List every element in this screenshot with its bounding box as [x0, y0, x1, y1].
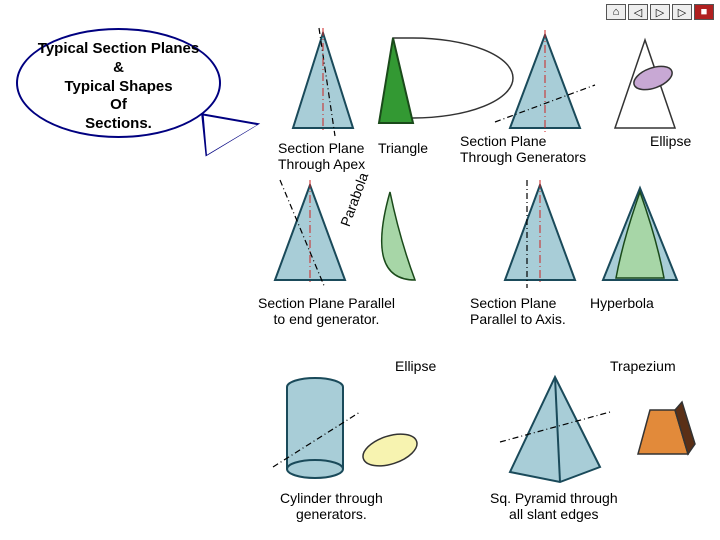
next-icon[interactable]: ▷ — [672, 4, 692, 20]
nav-bar: ⌂ ◁ ▷ ▷ ■ — [606, 4, 714, 20]
text: to end generator. — [274, 311, 380, 327]
label-parabola-main: Section Plane Parallel to end generator. — [258, 295, 395, 327]
label-apex-result: Triangle — [378, 140, 428, 156]
callout-line: Typical Section Planes — [18, 40, 219, 59]
callout-line: Of — [18, 96, 219, 115]
label-cylinder-main: Cylinder through generators. — [280, 490, 383, 522]
label-ellipse-result: Ellipse — [650, 133, 691, 149]
label-pyramid-main: Sq. Pyramid through all slant edges — [490, 490, 618, 522]
home-icon[interactable]: ⌂ — [606, 4, 626, 20]
label-cylinder-result: Ellipse — [395, 358, 436, 374]
label-pyramid-result: Trapezium — [610, 358, 676, 374]
diagram-pyramid — [500, 372, 700, 497]
diagram-cylinder — [270, 372, 450, 497]
text: Through Apex — [278, 156, 365, 172]
label-ellipse-main: Section Plane Through Generators — [460, 133, 586, 165]
close-icon[interactable]: ■ — [694, 4, 714, 20]
diagram-cone-hyperbola — [495, 180, 695, 295]
text: Section Plane Parallel — [258, 295, 395, 311]
text: Section Plane — [460, 133, 546, 149]
stage: ⌂ ◁ ▷ ▷ ■ Typical Section Planes & Typic… — [0, 0, 720, 540]
play-icon[interactable]: ▷ — [650, 4, 670, 20]
text: Cylinder through — [280, 490, 383, 506]
text: Through Generators — [460, 149, 586, 165]
title-callout: Typical Section Planes & Typical Shapes … — [16, 28, 221, 138]
text: Section Plane — [278, 140, 364, 156]
callout-line: & — [18, 59, 219, 78]
diagram-cone-ellipse — [500, 30, 700, 145]
prev-icon[interactable]: ◁ — [628, 4, 648, 20]
callout-line: Typical Shapes — [18, 78, 219, 97]
text: Sq. Pyramid through — [490, 490, 618, 506]
callout-line: Sections. — [18, 115, 219, 134]
text: all slant edges — [509, 506, 599, 522]
label-hyperbola-main: Section Plane Parallel to Axis. — [470, 295, 566, 327]
diagram-cone-apex — [283, 28, 453, 148]
label-hyperbola-result: Hyperbola — [590, 295, 654, 311]
label-apex-main: Section Plane Through Apex — [278, 140, 365, 172]
text: Parallel to Axis. — [470, 311, 566, 327]
text: generators. — [296, 506, 367, 522]
text: Section Plane — [470, 295, 556, 311]
